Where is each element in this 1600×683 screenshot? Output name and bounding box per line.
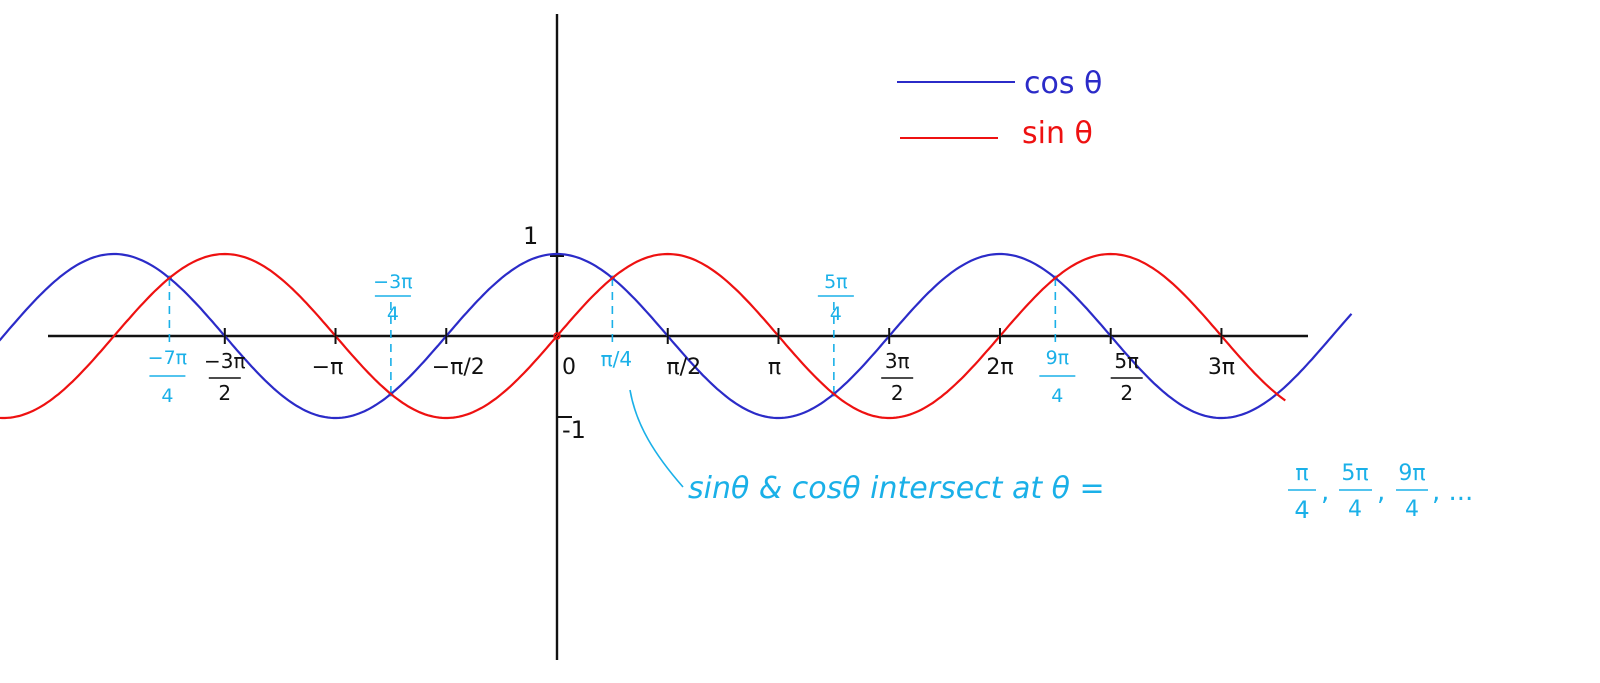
annotation-comma-1: ,	[1321, 477, 1329, 507]
origin-point	[553, 332, 561, 340]
intersection-label-4-num: 9π	[1046, 347, 1070, 369]
annotation-fraction-2-bottom: 4	[1348, 497, 1362, 522]
legend-cos-label: cos θ	[1024, 66, 1102, 101]
y-tick-label-neg1: -1	[562, 416, 586, 444]
intersection-label-0-num: −7π	[148, 347, 187, 369]
series-cos-line	[0, 252, 1353, 420]
x-tick-label-7: 2π	[986, 355, 1013, 380]
annotation-text: sinθ & cosθ intersect at θ =	[688, 471, 1105, 506]
intersection-label-1-den: 4	[387, 303, 399, 325]
annotation-comma-2: ,	[1377, 477, 1385, 507]
annotation-fraction-3-top: 9π	[1398, 461, 1425, 486]
x-tick-label-3: 0	[562, 355, 576, 380]
annotation-fraction-2-top: 5π	[1341, 461, 1368, 486]
intersection-label-3-den: 4	[830, 303, 842, 325]
series-sin-line	[0, 252, 1286, 420]
intersection-label-0-den: 4	[161, 385, 173, 407]
intersection-label-1-num: −3π	[373, 271, 412, 293]
annotation-fraction-3: 9π 4	[1396, 461, 1428, 522]
annotation-pointer	[629, 389, 684, 488]
legend: cos θ sin θ	[897, 66, 1102, 151]
x-tick-label-9: 3π	[1208, 355, 1235, 380]
y-tick-label-1: 1	[523, 222, 538, 250]
intersection-label-3-num: 5π	[824, 271, 848, 293]
x-tick-label-0-num: −3π	[204, 349, 246, 373]
intersection-note: sinθ & cosθ intersect at θ = π 4 , 5π 4 …	[688, 461, 1473, 524]
x-tick-label-4: π/2	[666, 355, 701, 380]
x-tick-label-6-num: 3π	[885, 349, 910, 373]
annotation-fraction-1: π 4	[1288, 461, 1316, 524]
x-tick-label-8-num: 5π	[1114, 349, 1139, 373]
annotation-suffix: , ...	[1432, 477, 1473, 507]
annotation-fraction-1-bottom: 4	[1294, 496, 1309, 524]
x-tick-label-8-den: 2	[1120, 381, 1133, 405]
x-tick-label-2: −π/2	[432, 355, 485, 380]
intersection-label-4-den: 4	[1051, 385, 1063, 407]
annotation-fraction-3-bottom: 4	[1405, 497, 1419, 522]
x-tick-label-5: π	[768, 355, 781, 380]
x-tick-label-1: −π	[312, 355, 344, 380]
intersection-label-2: π/4	[601, 347, 633, 371]
annotation-fraction-2: 5π 4	[1339, 461, 1372, 522]
x-tick-label-6-den: 2	[891, 381, 904, 405]
x-tick-label-0-den: 2	[218, 381, 231, 405]
annotation-fraction-1-top: π	[1295, 461, 1308, 486]
legend-sin-label: sin θ	[1022, 116, 1093, 151]
